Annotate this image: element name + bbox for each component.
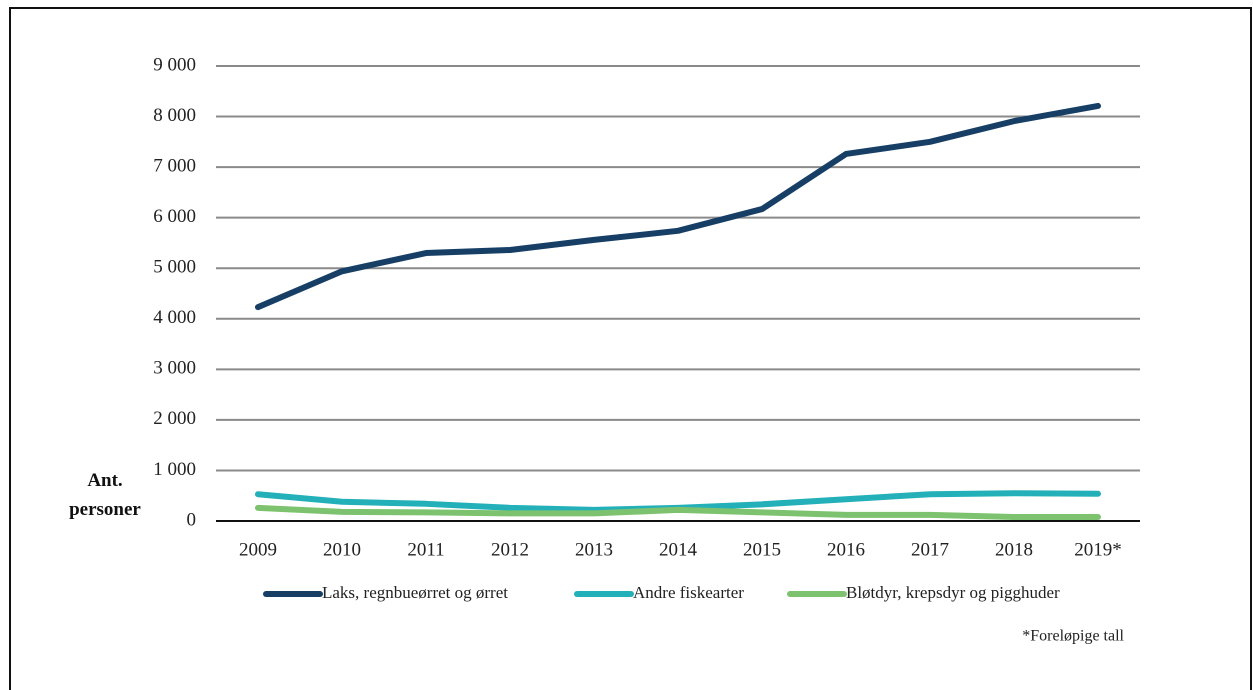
- note: *Foreløpige tall: [1022, 628, 1124, 645]
- y-tick-label: 0: [187, 509, 197, 530]
- y-tick-label: 5 000: [153, 257, 196, 278]
- frame: [9, 7, 1252, 690]
- x-tick-label: 2012: [491, 539, 529, 560]
- y-tick-label: 2 000: [153, 408, 196, 429]
- y-tick-label: 1 000: [153, 459, 196, 480]
- y-tick-label: 7 000: [153, 155, 196, 176]
- y-tick-label: 9 000: [153, 54, 196, 75]
- y-tick-label: 3 000: [153, 358, 196, 379]
- x-tick-label: 2011: [407, 539, 444, 560]
- series-line: [255, 504, 1101, 520]
- x-tick-label: 2019*: [1074, 539, 1122, 560]
- series-line: [255, 102, 1101, 311]
- y-tick-label: 8 000: [153, 105, 196, 126]
- x-tick-label: 2014: [659, 539, 698, 560]
- legend-label: Laks, regnbueørret og ørret: [322, 583, 508, 602]
- x-tick-label: 2018: [995, 539, 1033, 560]
- y-tick-label: 6 000: [153, 206, 196, 227]
- x-tick-label: 2009: [239, 539, 277, 560]
- legend-label: Bløtdyr, krepsdyr og pigghuder: [846, 583, 1060, 602]
- legend-label: Andre fiskearter: [633, 583, 744, 602]
- y-tick-label: 4 000: [153, 307, 196, 328]
- x-tick-label: 2013: [575, 539, 613, 560]
- x-tick-label: 2017: [911, 539, 949, 560]
- y-axis-label: Ant. personer: [69, 470, 141, 520]
- x-tick-label: 2015: [743, 539, 781, 560]
- x-tick-label: 2010: [323, 539, 361, 560]
- x-tick-label: 2016: [827, 539, 865, 560]
